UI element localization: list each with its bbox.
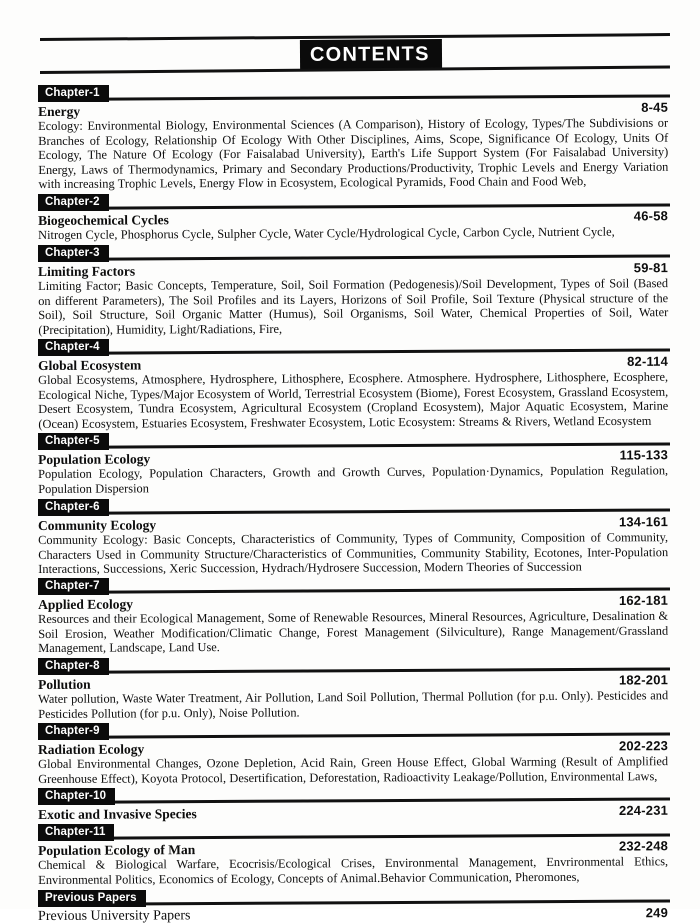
chapter-bar: Chapter-10 [37, 787, 670, 806]
chapter-divider-rule [37, 507, 670, 515]
chapter-tab-label[interactable]: Chapter-10 [38, 788, 116, 806]
chapter-bar: Chapter-8 [37, 657, 670, 676]
chapter-entry[interactable]: Chapter-4 82-114 Global Ecosystem Global Ec… [37, 338, 670, 432]
chapter-body: 232-248 Population Ecology of Man Chemical… [38, 839, 670, 888]
chapter-description: Community Ecology: Basic Concepts, Chara… [38, 529, 669, 576]
contents-masthead: CONTENTS [38, 30, 670, 76]
chapter-bar: Chapter-1 [37, 84, 670, 103]
chapter-entry[interactable]: Chapter-7 162-181 Applied Ecology Resources… [37, 577, 670, 656]
chapter-tab-label[interactable]: Chapter-3 [38, 244, 109, 262]
chapter-bar: Chapter-9 [37, 722, 670, 741]
chapter-description: Global Environmental Changes, Ozone Depl… [38, 754, 669, 786]
chapter-description: Global Ecosystems, Atmosphere, Hydrosphe… [38, 369, 669, 431]
chapter-entry[interactable]: Chapter-3 59-81 Limiting Factors Limiting F… [37, 244, 670, 337]
chapter-body: 134-161 Community Ecology Community Ecolog… [38, 514, 670, 577]
chapter-tab-label[interactable]: Chapter-7 [38, 578, 109, 596]
chapter-bar: Chapter-2 [37, 193, 670, 212]
chapter-entry[interactable]: Chapter-11 232-248 Population Ecology of M… [37, 823, 670, 888]
chapter-tab-label[interactable]: Chapter-1 [38, 85, 109, 102]
chapter-tab-label[interactable]: Previous Papers [38, 889, 146, 907]
chapter-body: 115-133 Population Ecology Population Ecol… [38, 448, 670, 497]
chapter-entry[interactable]: Chapter-9 202-223 Radiation Ecology Global … [37, 722, 670, 786]
chapter-body: 202-223 Radiation Ecology Global Environme… [38, 738, 670, 786]
chapter-description: Ecology: Environmental Biology, Environm… [38, 115, 669, 192]
chapter-tab-label[interactable]: Chapter-9 [38, 723, 109, 741]
chapter-tab-label[interactable]: Chapter-8 [38, 658, 109, 676]
chapter-bar: Chapter-3 [37, 244, 670, 263]
chapter-description: Limiting Factor; Basic Concepts, Tempera… [38, 275, 669, 337]
chapter-entry[interactable]: Chapter-1 8-45 Energy Ecology: Environmenta… [37, 84, 670, 192]
chapter-bar: Chapter-11 [37, 823, 670, 842]
chapter-entry[interactable]: Previous Papers 249 Previous University Pa… [37, 889, 670, 924]
chapter-entry[interactable]: Chapter-2 46-58 Biogeochemical Cycles Nitro… [37, 193, 670, 243]
chapter-bar: Chapter-5 [37, 432, 670, 451]
chapter-bar: Chapter-7 [37, 577, 670, 596]
chapter-description: Population Ecology, Population Character… [38, 463, 669, 496]
chapter-tab-label[interactable]: Chapter-2 [38, 193, 109, 211]
chapter-body: 162-181 Applied Ecology Resources and thei… [38, 593, 670, 656]
chapter-description: Nitrogen Cycle, Phosphorus Cycle, Sulphe… [38, 224, 615, 242]
chapter-entry[interactable]: Chapter-5 115-133 Population Ecology Popula… [37, 432, 670, 497]
chapter-tab-label[interactable]: Chapter-4 [38, 338, 109, 356]
chapter-body: 82-114 Global Ecosystem Global Ecosystems,… [38, 354, 670, 432]
chapter-description: Chemical & Biological Warfare, Ecocrisis… [38, 854, 669, 888]
chapter-tab-label[interactable]: Chapter-5 [38, 433, 109, 451]
chapter-body: 8-45 Energy Ecology: Environmental Biology… [38, 100, 670, 192]
chapter-tab-label[interactable]: Chapter-6 [38, 498, 109, 516]
chapter-list: Chapter-1 8-45 Energy Ecology: Environmenta… [37, 84, 670, 924]
chapter-tab-label[interactable]: Chapter-11 [38, 824, 115, 842]
chapter-title[interactable]: Exotic and Invasive Species [38, 806, 197, 823]
chapter-bar: Previous Papers [37, 889, 670, 908]
chapter-entry[interactable]: Chapter-10 224-231 Exotic and Invasive Spe… [37, 787, 670, 822]
chapter-body: 249 Previous University Papers [38, 905, 670, 924]
chapter-entry[interactable]: Chapter-6 134-161 Community Ecology Communi… [37, 498, 670, 577]
chapter-bar: Chapter-4 [37, 338, 670, 357]
chapter-description: Resources and their Ecological Managemen… [38, 608, 669, 656]
chapter-description: Water pollution, Waste Water Treatment, … [38, 688, 669, 721]
chapter-body: 182-201 Pollution Water pollution, Waste W… [38, 672, 670, 721]
chapter-title[interactable]: Previous University Papers [38, 907, 191, 924]
chapter-entry[interactable]: Chapter-8 182-201 Pollution Water pollution… [37, 657, 670, 721]
chapter-bar: Chapter-6 [37, 498, 670, 517]
chapter-body: 224-231 Exotic and Invasive Species [38, 803, 670, 822]
chapter-body: 46-58 Biogeochemical Cycles Nitrogen Cycle… [38, 208, 670, 242]
page-title: CONTENTS [299, 39, 442, 70]
chapter-body: 59-81 Limiting Factors Limiting Factor; Ba… [38, 260, 670, 337]
